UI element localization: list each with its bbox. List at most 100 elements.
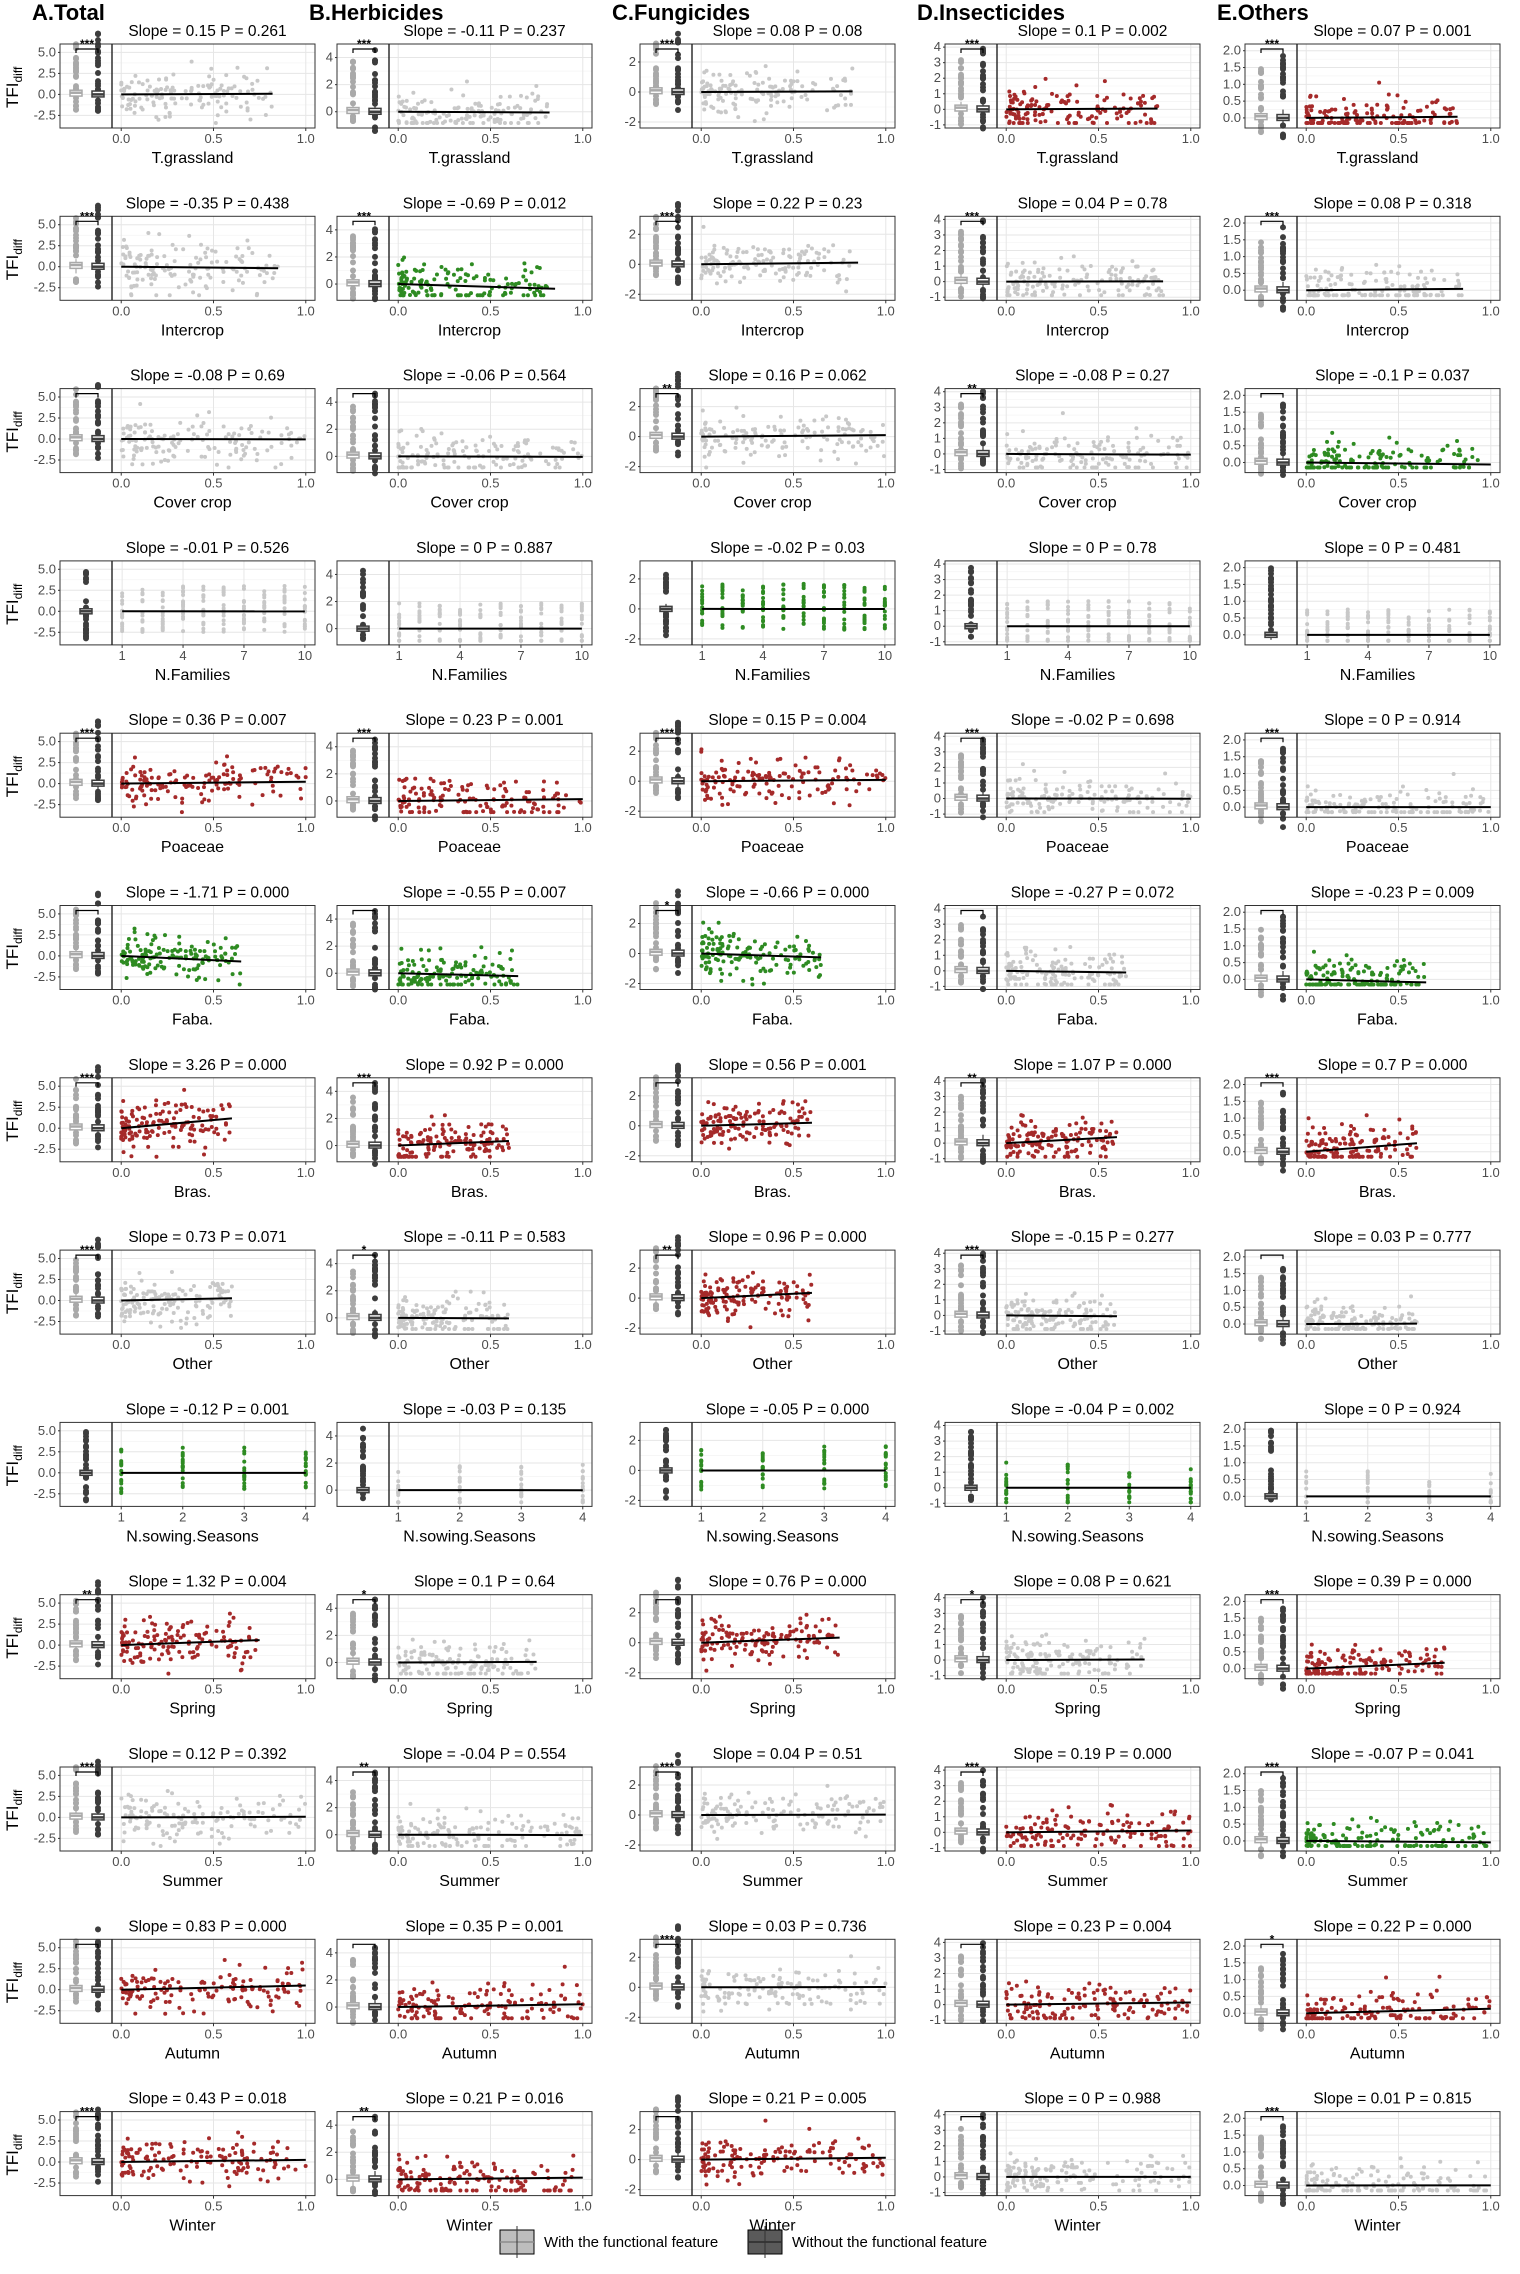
scatter-point: [402, 796, 407, 801]
scatter-point: [465, 106, 470, 111]
scatter-point: [460, 449, 465, 454]
outlier-point: [83, 569, 89, 576]
boxplots: ***: [954, 37, 990, 132]
scatter-point: [219, 83, 224, 88]
scatter-point: [809, 265, 814, 270]
outlier-point: [95, 454, 101, 461]
y-axis-label: TFIdiff: [3, 66, 25, 108]
scatter-point: [126, 97, 131, 102]
y-tick-label: -2.5: [34, 624, 56, 639]
scatter-point: [488, 434, 493, 439]
y-tick-label: 0: [934, 618, 941, 633]
scatter-point: [1345, 610, 1350, 615]
scatter-point: [1152, 120, 1157, 125]
scatter-point: [841, 257, 846, 262]
scatter-point: [1078, 787, 1083, 792]
x-axis-label: Poaceae: [741, 839, 804, 856]
scatter-point: [221, 589, 226, 594]
scatter-point: [396, 465, 401, 470]
scatter-point: [1457, 465, 1462, 470]
scatter-point: [1126, 440, 1131, 445]
scatter-point: [773, 801, 778, 806]
scatter-point: [400, 465, 405, 470]
scatter-point: [444, 276, 449, 281]
scatter-point: [1331, 293, 1336, 298]
scatter-point: [233, 441, 238, 446]
scatter-point: [1187, 615, 1192, 620]
scatter-point: [216, 786, 221, 791]
scatter-point: [1429, 268, 1434, 273]
scatter-point: [578, 800, 583, 805]
y-tick-label: 3: [934, 55, 941, 70]
scatter-point: [1009, 808, 1014, 813]
scatter-point: [1487, 638, 1492, 643]
scatter-point: [740, 588, 745, 593]
y-tick-label: 2: [326, 249, 333, 264]
scatter-point: [734, 437, 739, 442]
scatter-point: [1325, 439, 1330, 444]
scatter-point: [1077, 783, 1082, 788]
scatter-point: [1343, 112, 1348, 117]
scatter-point: [507, 94, 512, 99]
scatter-point: [1062, 292, 1067, 297]
scatter-point: [541, 788, 546, 793]
scatter-point: [417, 615, 422, 620]
x-tick-label: 0.5: [1089, 820, 1107, 835]
outlier-point: [958, 236, 964, 243]
outlier-point: [1258, 421, 1264, 428]
scatter-point: [230, 765, 235, 770]
y-tick-label: 2.5: [38, 65, 56, 80]
scatter-point: [818, 458, 823, 463]
scatter-point: [149, 248, 154, 253]
scatter-point: [1055, 120, 1060, 125]
scatter-point: [140, 462, 145, 467]
scatter-point: [181, 585, 186, 590]
outlier-point: [372, 89, 378, 96]
scatter-point: [451, 448, 456, 453]
scatter-point: [1333, 465, 1338, 470]
outlier-point: [968, 587, 974, 594]
scatter-point: [1374, 262, 1379, 267]
scatter-point: [767, 249, 772, 254]
outlier-point: [350, 118, 356, 125]
scatter-point: [1335, 444, 1340, 449]
scatter-point: [1447, 607, 1452, 612]
scatter-point: [1325, 620, 1330, 625]
scatter-point: [1325, 628, 1330, 633]
outlier-point: [675, 380, 681, 387]
scatter-point: [875, 775, 880, 780]
scatter-point: [1045, 599, 1050, 604]
y-tick-label: 0: [629, 84, 636, 99]
scatter-point: [1327, 108, 1332, 113]
y-tick-label: 4: [934, 728, 941, 743]
outlier-point: [95, 743, 101, 750]
scatter-point: [1305, 612, 1310, 617]
scatter-point: [712, 247, 717, 252]
scatter-point: [569, 440, 574, 445]
scatter-point: [1019, 273, 1024, 278]
scatter-point: [134, 283, 139, 288]
scatter-point: [539, 611, 544, 616]
scatter-point: [1097, 442, 1102, 447]
scatter-point: [133, 423, 138, 428]
scatter-point: [198, 257, 203, 262]
scatter-point: [486, 272, 491, 277]
scatter-point: [201, 593, 206, 598]
scatter-point: [1121, 92, 1126, 97]
scatter-point: [160, 613, 165, 618]
scatter-point: [453, 119, 458, 124]
scatter-point: [877, 771, 882, 776]
scatter-point: [1389, 120, 1394, 125]
slope-p-label: Slope = -0.06 P = 0.564: [403, 368, 567, 385]
scatter-point: [458, 618, 463, 623]
scatter-point: [775, 100, 780, 105]
scatter-point: [401, 445, 406, 450]
scatter-point: [719, 78, 724, 83]
y-tick-label: 0.0: [38, 776, 56, 791]
outlier-point: [980, 68, 986, 75]
x-tick-label: 7: [517, 648, 524, 663]
slope-p-label: Slope = -0.08 P = 0.27: [1015, 368, 1170, 385]
regression-line: [701, 90, 853, 93]
scatter-point: [257, 273, 262, 278]
